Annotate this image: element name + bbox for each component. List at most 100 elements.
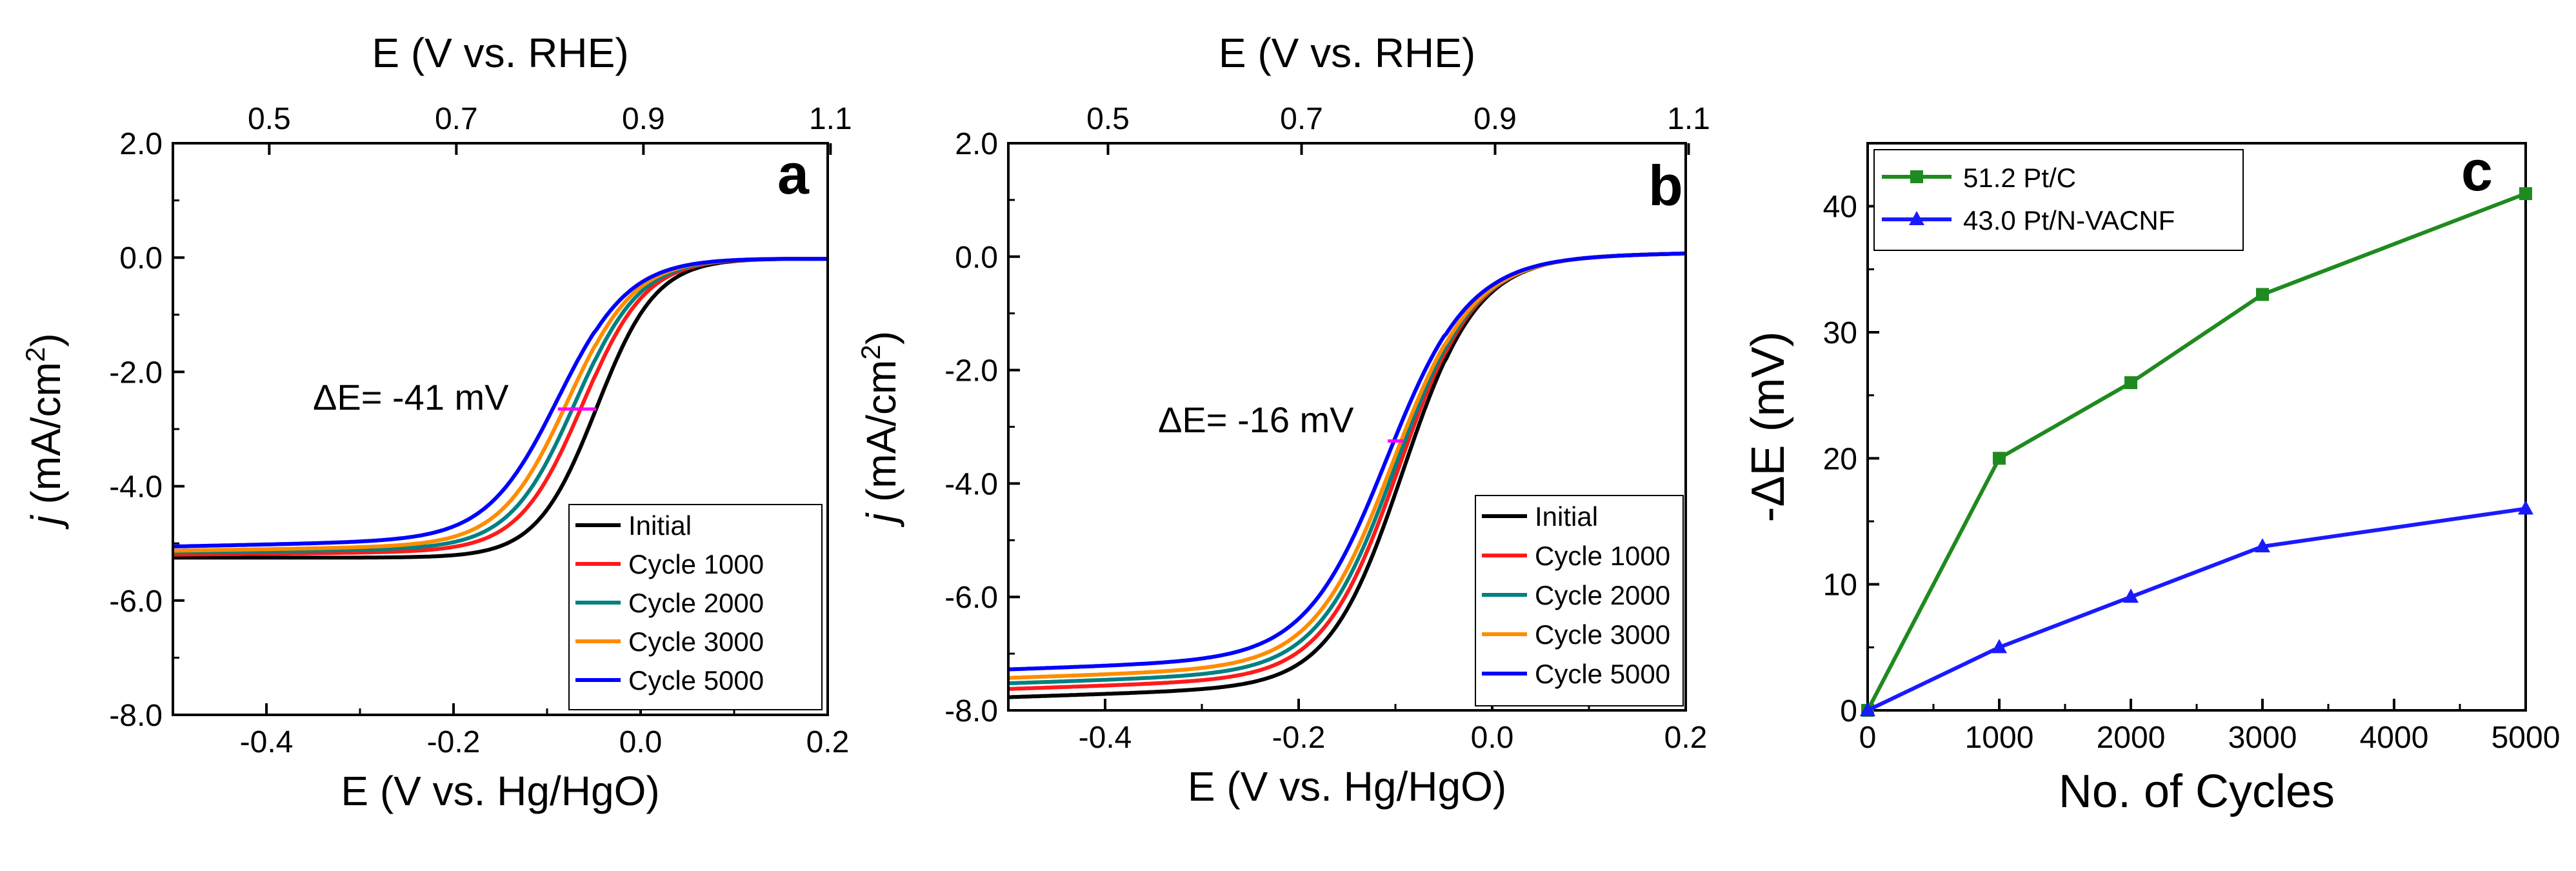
x2-tick-label: 0.9 (622, 102, 665, 136)
data-point (2256, 288, 2269, 301)
series-43-0-pt-n-vacnf (1860, 500, 2533, 716)
legend-marker (1910, 170, 1923, 183)
x2-tick-label: 0.9 (1473, 102, 1517, 136)
series-51-2-pt-c (1861, 187, 2532, 717)
y-tick-label: 30 (1823, 316, 1857, 350)
series-line (1866, 192, 2527, 712)
y-tick-label: -2.0 (109, 355, 163, 390)
legend-label: Cycle 2000 (1535, 580, 1670, 610)
y-tick-label: 0 (1840, 694, 1857, 728)
legend-marker (1909, 211, 1924, 225)
x-axis-title: E (V vs. Hg/HgO) (1188, 763, 1506, 810)
data-point (1992, 639, 2007, 654)
legend-box (1475, 495, 1684, 706)
y-tick-label: -8.0 (109, 699, 163, 733)
x2-axis-title: E (V vs. RHE) (1219, 30, 1475, 76)
legend-label: Cycle 1000 (628, 549, 764, 579)
x2-tick-label: 0.5 (248, 102, 291, 136)
y-axis-title-symbol: j (858, 512, 904, 528)
legend-label: 51.2 Pt/C (1963, 163, 2076, 193)
x-axis-title: E (V vs. Hg/HgO) (341, 768, 659, 814)
legend-box (1873, 149, 2244, 251)
x-tick-label: 0.0 (1471, 721, 1514, 755)
y-axis-title: j (mA/cm2) (855, 331, 904, 528)
y-axis-title-symbol: j (23, 515, 69, 530)
legend-label: Cycle 3000 (1535, 619, 1670, 650)
x-tick-label: 1000 (1965, 721, 2034, 755)
y-tick-label: -4.0 (109, 470, 163, 505)
y-tick-label: 20 (1823, 442, 1857, 476)
series-line (1866, 506, 2526, 712)
x2-tick-label: 0.7 (1280, 102, 1323, 136)
data-point (1993, 452, 2006, 465)
legend-box (568, 504, 823, 710)
x-tick-label: 4000 (2360, 721, 2429, 755)
curves-group (173, 257, 828, 560)
y-axis-title-exponent: 2 (20, 347, 50, 362)
y-tick-label: -8.0 (944, 694, 998, 728)
legend-label: Cycle 5000 (1535, 659, 1670, 689)
y-axis-title-unit: (mA/cm (858, 360, 904, 514)
y-tick-label: 40 (1823, 190, 1857, 225)
x-axis-title: No. of Cycles (2059, 766, 2335, 817)
panel-b-chart: -0.4 -0.2 0.0 0.2 0.5 0.7 0.9 1.1 2.0 0.0 -2.0 -4.0… (855, 30, 1710, 810)
y-tick-label: 2.0 (119, 127, 163, 161)
x-tick-label: -0.4 (1079, 721, 1132, 755)
data-point (2124, 376, 2137, 390)
x-tick-label: 0.2 (806, 725, 850, 759)
y-tick-label: -4.0 (944, 467, 998, 501)
x2-tick-label: 0.7 (435, 102, 478, 136)
legend-label: Cycle 3000 (628, 626, 764, 657)
x-tick-label: 0.0 (619, 725, 663, 759)
x2-tick-label: 1.1 (1667, 102, 1710, 136)
x-tick-label: -0.2 (427, 725, 481, 759)
x-tick-label: 2000 (2097, 721, 2166, 755)
x-tick-label: 3000 (2228, 721, 2297, 755)
data-point (2255, 538, 2270, 553)
y-tick-label: -6.0 (944, 581, 998, 615)
y-axis-title: -ΔE (mV) (1742, 331, 1794, 522)
panel-letter: a (777, 142, 810, 206)
curves-group (1008, 251, 1686, 699)
panel-a-chart: -0.4 -0.2 0.0 0.2 0.5 0.7 0.9 1.1 2.0 0.0 -2.0 -4.0… (20, 30, 852, 814)
y-axis-title: j (mA/cm2) (20, 333, 69, 530)
panel-letter: b (1648, 154, 1683, 217)
y-axis-title-unit: (mA/cm (23, 362, 69, 516)
x-tick-label: -0.4 (240, 725, 294, 759)
legend-label: Initial (1535, 501, 1598, 532)
legend-label: Cycle 1000 (1535, 541, 1670, 571)
legend: Initial Cycle 1000 Cycle 2000 Cycle 3000 Cyc… (1475, 495, 1684, 706)
legend-label: 43.0 Pt/N-VACNF (1963, 205, 2175, 235)
x-tick-label: 0.2 (1664, 721, 1708, 755)
data-point (2519, 187, 2532, 201)
panel-c-chart: 0 1000 2000 3000 4000 5000 0 10 20 30 40 No. of Cyc… (1742, 139, 2560, 817)
y-axis-title-close: ) (23, 333, 69, 346)
x2-tick-label: 1.1 (809, 102, 852, 136)
x-tick-label: -0.2 (1272, 721, 1326, 755)
legend: Initial Cycle 1000 Cycle 2000 Cycle 3000 Cyc… (568, 504, 823, 710)
series-line-cycle-5000 (1008, 251, 1686, 672)
y-tick-label: -6.0 (109, 585, 163, 619)
legend-label: Cycle 2000 (628, 588, 764, 618)
y-tick-label: 0.0 (955, 241, 998, 275)
delta-e-annotation: ΔE= -16 mV (1158, 399, 1354, 440)
legend-label: Initial (628, 510, 692, 541)
y-tick-label: 0.0 (119, 241, 163, 275)
data-point (1860, 702, 1875, 716)
data-point (2123, 588, 2139, 603)
x-tick-label: 0 (1859, 721, 1877, 755)
x2-tick-label: 0.5 (1086, 102, 1130, 136)
y-tick-label: -2.0 (944, 354, 998, 388)
data-point (2518, 500, 2533, 515)
y-axis-title-close: ) (858, 331, 904, 345)
x2-axis-title: E (V vs. RHE) (372, 30, 628, 76)
y-tick-label: 10 (1823, 568, 1857, 603)
panel-letter: c (2461, 139, 2493, 203)
x-tick-label: 5000 (2491, 721, 2561, 755)
y-tick-label: 2.0 (955, 127, 998, 161)
legend-label: Cycle 5000 (628, 665, 764, 696)
y-axis-title-exponent: 2 (855, 345, 886, 359)
legend: 51.2 Pt/C 43.0 Pt/N-VACNF (1873, 149, 2244, 251)
delta-e-annotation: ΔE= -41 mV (313, 377, 509, 417)
